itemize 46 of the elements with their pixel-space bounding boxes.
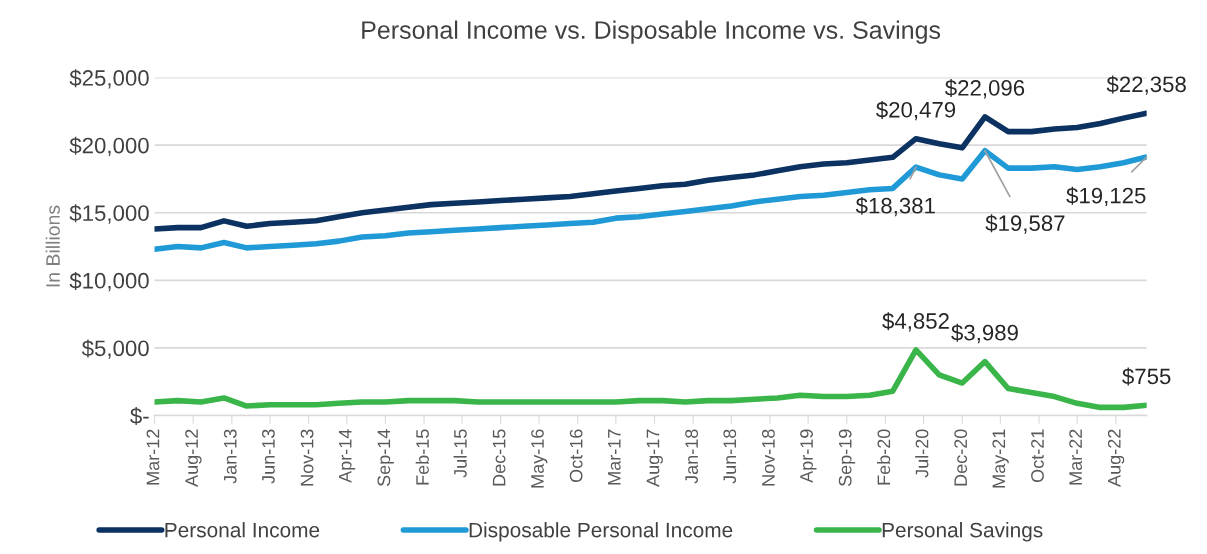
legend-label: Disposable Personal Income	[469, 522, 733, 542]
x-tick-label: Nov-18	[762, 429, 775, 486]
x-tick-label: Jun-18	[723, 429, 737, 484]
data-label: $4,852	[882, 312, 949, 332]
x-tick-label: Aug-12	[185, 429, 202, 487]
y-tick-label: $10,000	[69, 271, 149, 292]
x-tick-label: Jul-15	[453, 429, 467, 478]
y-tick-label: $-	[130, 407, 149, 426]
x-tick-label: Jan-18	[685, 429, 698, 484]
y-tick-label: $5,000	[81, 339, 149, 359]
data-label: $20,479	[876, 100, 956, 121]
chart-title: Personal Income vs. Disposable Income vs. Savings	[362, 20, 941, 44]
x-tick-label: Nov-13	[300, 429, 314, 486]
data-label: $755	[1122, 367, 1171, 386]
x-tick-label: Apr-19	[800, 429, 817, 483]
y-tick-label: $20,000	[69, 136, 149, 157]
x-tick-label: May-16	[531, 429, 548, 488]
x-tick-label: Sep-14	[377, 429, 394, 487]
y-tick-label: $15,000	[69, 204, 149, 224]
x-tick-label: Jan-13	[223, 429, 237, 484]
legend-label: Personal Income	[165, 522, 320, 538]
x-tick-label: Apr-14	[339, 429, 356, 483]
x-tick-label: Feb-15	[415, 429, 429, 485]
x-tick-label: Mar-17	[608, 429, 621, 485]
data-label: $19,587	[985, 214, 1065, 234]
x-tick-label: Mar-22	[1069, 429, 1083, 485]
x-tick-label: Feb-20	[876, 429, 891, 485]
x-tick-label: Aug-22	[1107, 429, 1125, 487]
data-label: $22,358	[1106, 75, 1186, 95]
x-tick-label: Oct-16	[569, 429, 583, 483]
legend-label: Personal Savings	[882, 522, 1043, 542]
data-label: $19,125	[1066, 186, 1146, 207]
x-tick-label: Sep-19	[838, 429, 856, 487]
x-tick-label: Jul-20	[915, 429, 929, 478]
x-tick-label: Mar-12	[146, 429, 160, 485]
data-label: $3,989	[951, 323, 1018, 344]
data-label: $18,381	[855, 196, 935, 217]
x-tick-label: Jun-13	[262, 429, 275, 484]
data-label: $22,096	[945, 79, 1025, 99]
x-tick-label: Aug-17	[646, 429, 663, 487]
x-tick-label: Dec-20	[954, 429, 968, 486]
y-axis-title: In Billions	[45, 205, 60, 287]
x-tick-label: Oct-21	[1031, 429, 1044, 483]
y-tick-label: $25,000	[69, 69, 149, 89]
x-tick-label: May-21	[992, 429, 1009, 488]
x-tick-label: Dec-15	[492, 429, 506, 486]
